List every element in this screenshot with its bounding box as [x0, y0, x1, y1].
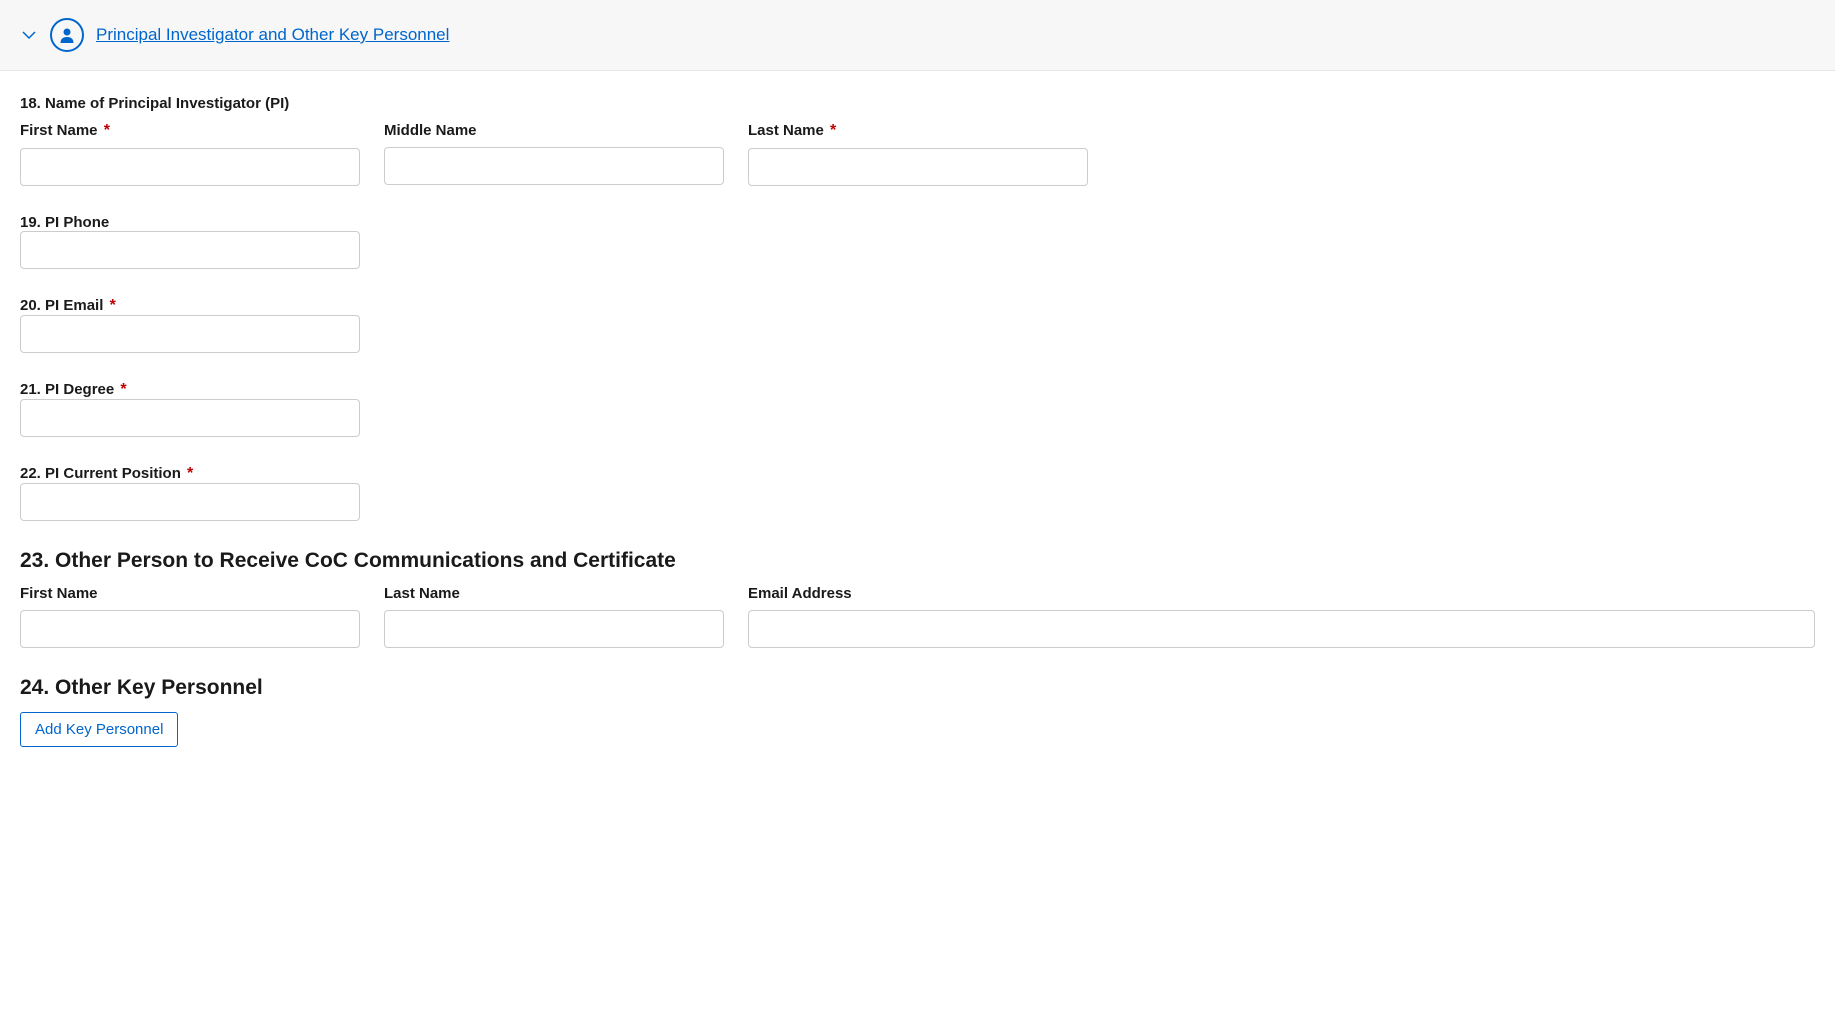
- other-email-field: Email Address: [748, 585, 1815, 648]
- other-email-input[interactable]: [748, 610, 1815, 648]
- pi-email-input[interactable]: [20, 315, 360, 353]
- pi-middle-name-input[interactable]: [384, 147, 724, 185]
- pi-phone-block: 19. PI Phone: [20, 214, 1815, 269]
- pi-degree-input[interactable]: [20, 399, 360, 437]
- pi-position-input[interactable]: [20, 483, 360, 521]
- required-mark: *: [110, 297, 116, 314]
- pi-first-name-input[interactable]: [20, 148, 360, 186]
- required-mark: *: [120, 381, 126, 398]
- other-person-row: First Name Last Name Email Address: [20, 585, 1815, 648]
- pi-name-heading: 18. Name of Principal Investigator (PI): [20, 95, 1815, 112]
- pi-position-label: 22. PI Current Position *: [20, 465, 193, 482]
- label-text: 22. PI Current Position: [20, 465, 181, 482]
- person-icon: [50, 18, 84, 52]
- pi-last-name-label: Last Name *: [748, 122, 1088, 140]
- other-last-name-label: Last Name: [384, 585, 724, 602]
- label-text: Last Name: [748, 122, 824, 139]
- other-first-name-input[interactable]: [20, 610, 360, 648]
- pi-last-name-field: Last Name *: [748, 122, 1088, 186]
- other-email-label: Email Address: [748, 585, 1815, 602]
- pi-position-block: 22. PI Current Position *: [20, 465, 1815, 521]
- pi-middle-name-label: Middle Name: [384, 122, 724, 139]
- required-mark: *: [104, 122, 110, 139]
- section-title-link[interactable]: Principal Investigator and Other Key Per…: [96, 25, 449, 45]
- pi-first-name-field: First Name *: [20, 122, 360, 186]
- other-first-name-label: First Name: [20, 585, 360, 602]
- pi-degree-label: 21. PI Degree *: [20, 381, 127, 398]
- pi-last-name-input[interactable]: [748, 148, 1088, 186]
- key-personnel-heading: 24. Other Key Personnel: [20, 676, 1815, 700]
- other-person-heading: 23. Other Person to Receive CoC Communic…: [20, 549, 1815, 573]
- required-mark: *: [830, 122, 836, 139]
- other-last-name-input[interactable]: [384, 610, 724, 648]
- pi-name-row: First Name * Middle Name Last Name *: [20, 122, 1815, 186]
- label-text: 20. PI Email: [20, 297, 103, 314]
- pi-phone-input[interactable]: [20, 231, 360, 269]
- pi-email-label: 20. PI Email *: [20, 297, 116, 314]
- add-key-personnel-button[interactable]: Add Key Personnel: [20, 712, 178, 747]
- other-last-name-field: Last Name: [384, 585, 724, 648]
- form-body: 18. Name of Principal Investigator (PI) …: [0, 71, 1835, 771]
- required-mark: *: [187, 465, 193, 482]
- pi-first-name-label: First Name *: [20, 122, 360, 140]
- pi-email-block: 20. PI Email *: [20, 297, 1815, 353]
- pi-degree-block: 21. PI Degree *: [20, 381, 1815, 437]
- pi-phone-label: 19. PI Phone: [20, 214, 109, 231]
- pi-middle-name-field: Middle Name: [384, 122, 724, 186]
- section-header: Principal Investigator and Other Key Per…: [0, 0, 1835, 71]
- chevron-down-icon[interactable]: [20, 26, 38, 44]
- other-first-name-field: First Name: [20, 585, 360, 648]
- label-text: 21. PI Degree: [20, 381, 114, 398]
- label-text: First Name: [20, 122, 98, 139]
